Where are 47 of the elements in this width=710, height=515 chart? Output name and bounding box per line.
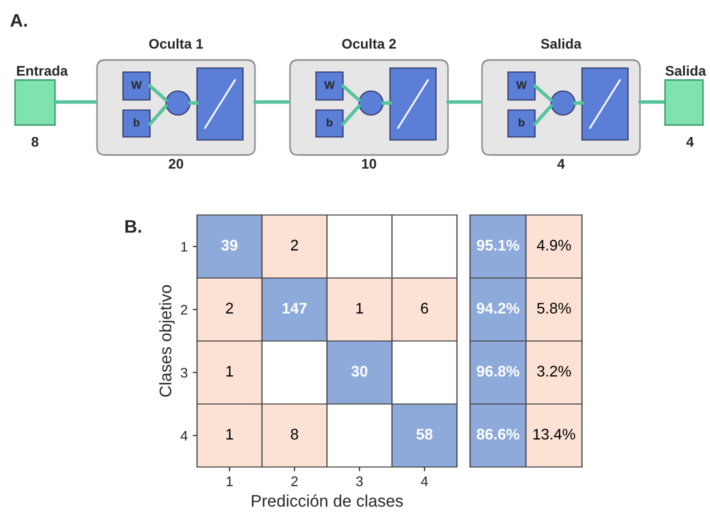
text: 20: [168, 158, 184, 169]
text: Salida: [665, 66, 706, 76]
text: 4: [686, 137, 694, 147]
data-label: 96.8%: [476, 366, 520, 377]
data-label: 1: [226, 366, 234, 376]
data-label: 30: [351, 366, 368, 377]
data-label: 95.1%: [476, 240, 520, 251]
x-axis-title: Predicción de clases: [252, 494, 403, 507]
text: Salida: [540, 38, 582, 49]
y-tick-label: 3: [180, 368, 188, 378]
text: A.: [10, 14, 27, 27]
data-label: 1: [356, 302, 364, 314]
data-label: 3.2%: [537, 366, 571, 377]
text: Oculta 1: [149, 38, 204, 49]
text: W: [324, 81, 335, 89]
chart-title: B.: [125, 220, 142, 233]
text: Oculta 2: [342, 38, 396, 49]
text: b: [134, 118, 140, 126]
y-tick-label: 4: [180, 430, 188, 441]
text: W: [516, 81, 527, 89]
text: b: [326, 118, 332, 126]
y-tick-label: 2: [180, 304, 188, 315]
data-label: 6: [421, 302, 428, 314]
data-label: 58: [416, 428, 433, 440]
text: 10: [362, 158, 376, 169]
data-label: 94.2%: [476, 302, 520, 314]
x-tick-label: 3: [356, 476, 363, 486]
data-label: 4.9%: [536, 240, 571, 251]
y-axis-title: Clases objetivo: [159, 285, 175, 397]
text: b: [518, 118, 524, 126]
data-label: 147: [282, 302, 307, 314]
data-label: 13.4%: [534, 428, 576, 440]
y-tick-label: 1: [181, 242, 188, 252]
data-label: 5.8%: [537, 302, 571, 314]
data-label: 86.6%: [476, 428, 520, 440]
x-tick-label: 1: [226, 476, 233, 486]
data-label: 8: [290, 428, 298, 440]
data-label: 1: [226, 428, 234, 440]
data-label: 39: [221, 240, 238, 251]
text: Entrada: [17, 66, 68, 76]
data-label: 2: [291, 240, 298, 250]
text: 4: [557, 159, 565, 169]
data-label: 2: [226, 302, 233, 314]
text: W: [131, 81, 142, 89]
x-tick-label: 4: [420, 476, 428, 486]
x-tick-label: 2: [291, 476, 298, 486]
text: 8: [32, 136, 38, 147]
